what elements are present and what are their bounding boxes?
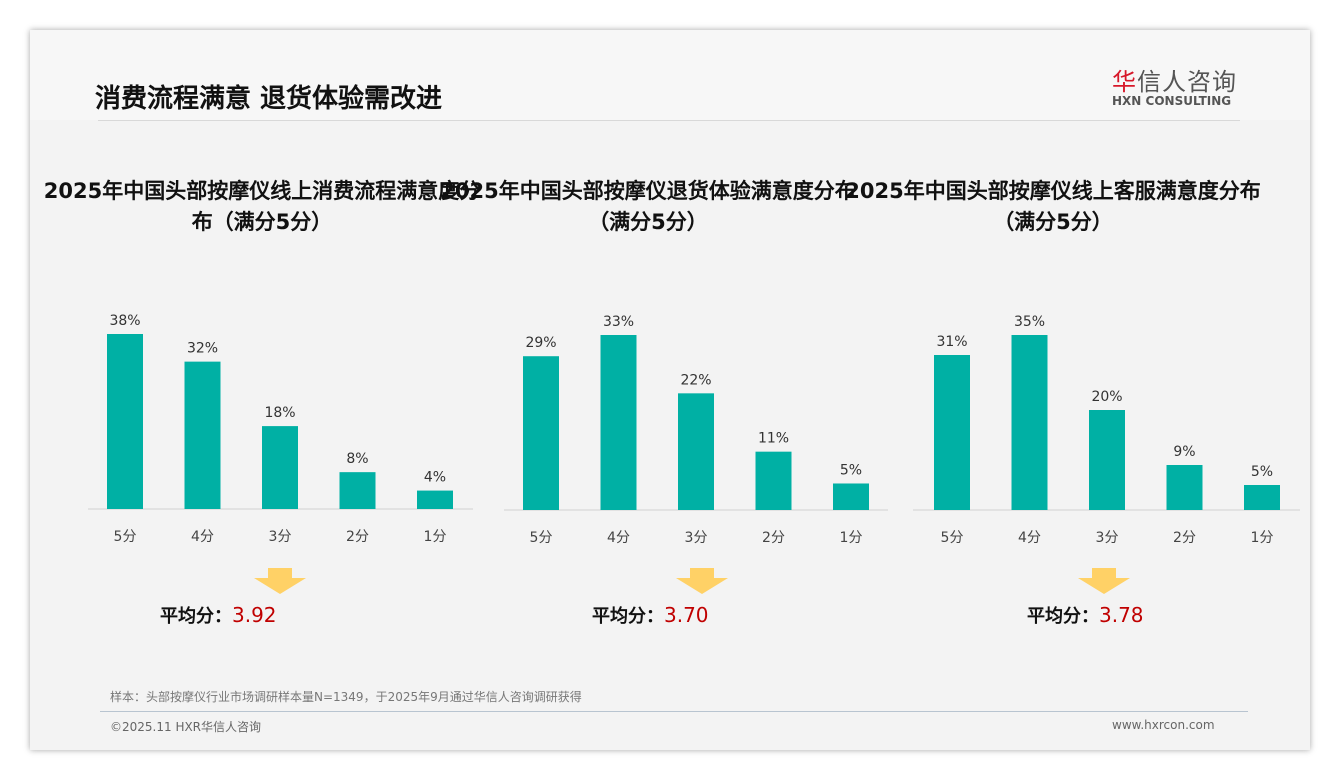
tick-label: 1分 <box>424 529 447 545</box>
bar <box>755 451 792 510</box>
data-label: 35% <box>1014 314 1045 330</box>
data-label: 20% <box>1091 389 1122 405</box>
average-value: 3.78 <box>1099 603 1144 627</box>
average-score: 平均分：3.78 <box>1027 602 1144 628</box>
bar <box>523 356 559 510</box>
logo-text: 信人咨询 <box>1137 68 1237 96</box>
data-label: 31% <box>936 334 967 350</box>
tick-label: 1分 <box>840 530 863 546</box>
bar <box>184 361 221 509</box>
tick-label: 2分 <box>762 530 785 546</box>
tick-label: 4分 <box>607 530 630 546</box>
tick-label: 5分 <box>114 529 137 545</box>
data-label: 38% <box>109 313 140 329</box>
data-label: 29% <box>525 335 556 351</box>
average-value: 3.70 <box>664 603 709 627</box>
bar <box>417 490 453 509</box>
tick-label: 5分 <box>941 530 964 546</box>
header-divider <box>98 120 1240 121</box>
down-arrow-icon <box>254 568 306 594</box>
tick-label: 2分 <box>346 529 369 545</box>
bar <box>1089 410 1125 510</box>
bar <box>600 335 637 510</box>
tick-label: 1分 <box>1251 530 1274 546</box>
tick-label: 3分 <box>685 530 708 546</box>
average-score: 平均分：3.70 <box>592 602 709 628</box>
average-score: 平均分：3.92 <box>160 602 277 628</box>
bar <box>262 426 298 509</box>
down-arrow-icon <box>1078 568 1130 594</box>
slide: 消费流程满意 退货体验需改进 华信人咨询 HXN CONSULTING 2025… <box>30 30 1310 750</box>
chart-title-3: 2025年中国头部按摩仪线上客服满意度分布（满分5分） <box>845 179 1261 234</box>
tick-label: 4分 <box>191 529 214 545</box>
copyright: ©2025.11 HXR华信人咨询 <box>110 720 262 734</box>
tick-label: 3分 <box>269 529 292 545</box>
bar <box>107 334 143 509</box>
data-label: 11% <box>758 431 789 447</box>
bar <box>1244 485 1280 510</box>
tick-label: 5分 <box>530 530 553 546</box>
logo: 华信人咨询 <box>1112 62 1237 97</box>
page-title: 消费流程满意 退货体验需改进 <box>95 84 443 114</box>
average-label: 平均分： <box>1027 606 1099 627</box>
bar <box>833 483 869 510</box>
data-label: 18% <box>264 405 295 421</box>
tick-label: 3分 <box>1096 530 1119 546</box>
bar <box>339 472 376 509</box>
logo-red-char: 华 <box>1112 68 1137 96</box>
bar-charts: 38% 5分 32% 4分 18% 3分 8% 2分 4% 1分 29% 5分 33% 4分 22% 3分 11… <box>88 313 1300 594</box>
bar <box>678 393 714 510</box>
tick-label: 2分 <box>1173 530 1196 546</box>
logo-subtitle: HXN CONSULTING <box>1112 94 1232 108</box>
data-label: 5% <box>1251 464 1273 480</box>
data-label: 5% <box>840 462 862 478</box>
average-label: 平均分： <box>592 606 664 627</box>
data-label: 32% <box>187 341 218 357</box>
bar <box>1166 465 1203 510</box>
website-link[interactable]: www.hxrcon.com <box>1112 718 1215 732</box>
data-label: 8% <box>346 451 368 467</box>
header-band <box>30 30 1310 120</box>
tick-label: 4分 <box>1018 530 1041 546</box>
footer-divider <box>100 711 1248 712</box>
average-value: 3.92 <box>232 603 277 627</box>
data-label: 4% <box>424 470 446 486</box>
chart-title-2: 2025年中国头部按摩仪退货体验满意度分布（满分5分） <box>440 179 856 234</box>
bar <box>1011 335 1048 510</box>
average-label: 平均分： <box>160 606 232 627</box>
data-label: 9% <box>1173 444 1195 460</box>
data-label: 22% <box>680 372 711 388</box>
data-label: 33% <box>603 314 634 330</box>
down-arrow-icon <box>676 568 728 594</box>
sample-note: 样本：头部按摩仪行业市场调研样本量N=1349，于2025年9月通过华信人咨询调… <box>110 690 582 704</box>
bar <box>934 355 970 510</box>
chart-title-1: 2025年中国头部按摩仪线上消费流程满意度分布（满分5分） <box>43 179 481 234</box>
